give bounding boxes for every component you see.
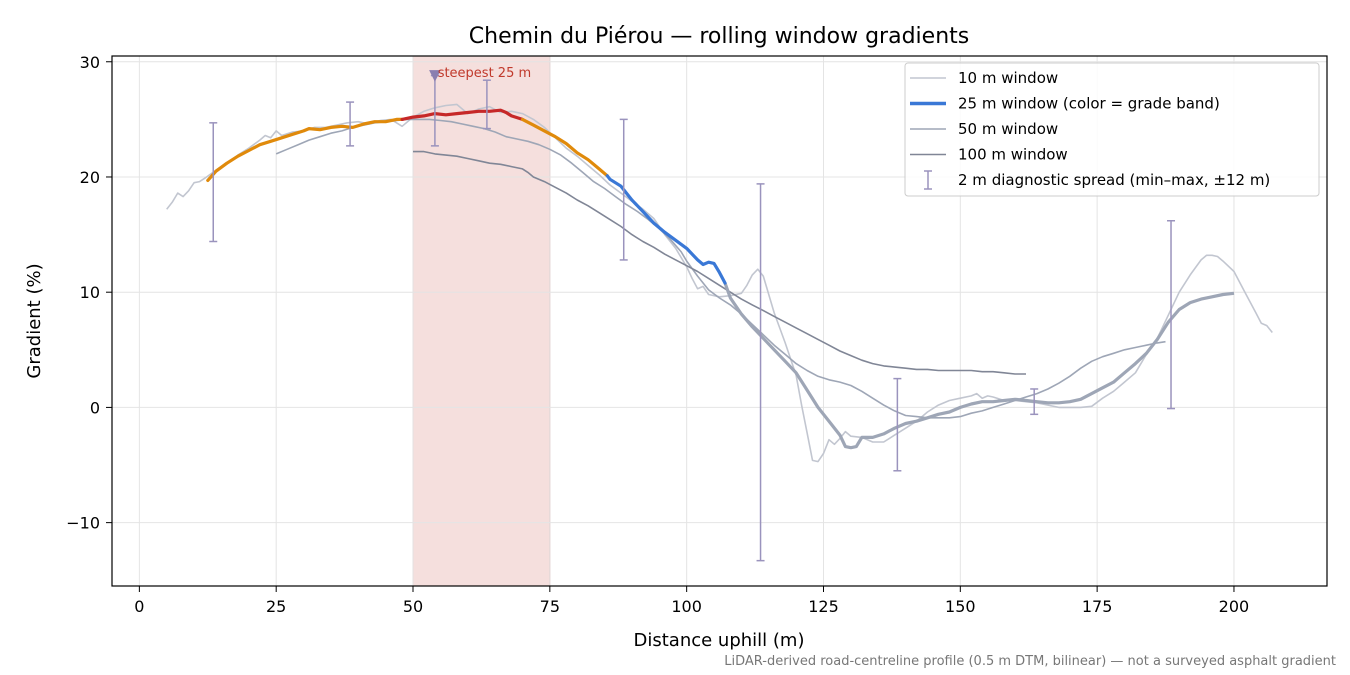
legend-diagnostic-spread-label: 2 m diagnostic spread (min–max, ±12 m) xyxy=(958,171,1270,189)
series-25m-window-moderate xyxy=(520,117,609,178)
footnote: LiDAR-derived road-centreline profile (0… xyxy=(724,654,1336,669)
legend-100m-label: 100 m window xyxy=(958,146,1068,164)
y-tick-label: 20 xyxy=(80,168,100,187)
legend-10m-label: 10 m window xyxy=(958,69,1058,87)
steepest-annotation-label: steepest 25 m xyxy=(438,66,531,81)
x-tick-label: 200 xyxy=(1219,597,1250,616)
x-axis-label: Distance uphill (m) xyxy=(634,630,805,651)
x-tick-label: 125 xyxy=(808,597,839,616)
x-tick-label: 75 xyxy=(540,597,560,616)
series-25m-window-moderate xyxy=(206,117,404,182)
x-tick-label: 50 xyxy=(403,597,423,616)
series-25m-window-gentle xyxy=(605,174,727,285)
y-tick-label: 10 xyxy=(80,283,100,302)
legend-25m-label: 25 m window (color = grade band) xyxy=(958,95,1220,113)
legend-50m-label: 50 m window xyxy=(958,120,1058,138)
y-tick-label: 0 xyxy=(90,398,100,417)
y-axis-label: Gradient (%) xyxy=(24,263,45,378)
steepest-window-band xyxy=(412,55,551,587)
steepest-marker xyxy=(429,70,441,82)
series-25m-window-steep xyxy=(400,108,525,121)
legend-box xyxy=(904,62,1320,197)
x-tick-label: 25 xyxy=(266,597,286,616)
x-tick-label: 175 xyxy=(1082,597,1113,616)
series-25m-window-ungraded xyxy=(723,282,1235,450)
x-tick-label: 100 xyxy=(671,597,702,616)
y-tick-label: 30 xyxy=(80,53,100,72)
chart-title: Chemin du Piérou — rolling window gradie… xyxy=(469,24,969,49)
plot-frame xyxy=(111,55,1328,587)
x-tick-label: 0 xyxy=(134,597,144,616)
x-tick-label: 150 xyxy=(945,597,976,616)
y-tick-label: −10 xyxy=(66,514,100,533)
series-100m-window xyxy=(413,150,1026,375)
